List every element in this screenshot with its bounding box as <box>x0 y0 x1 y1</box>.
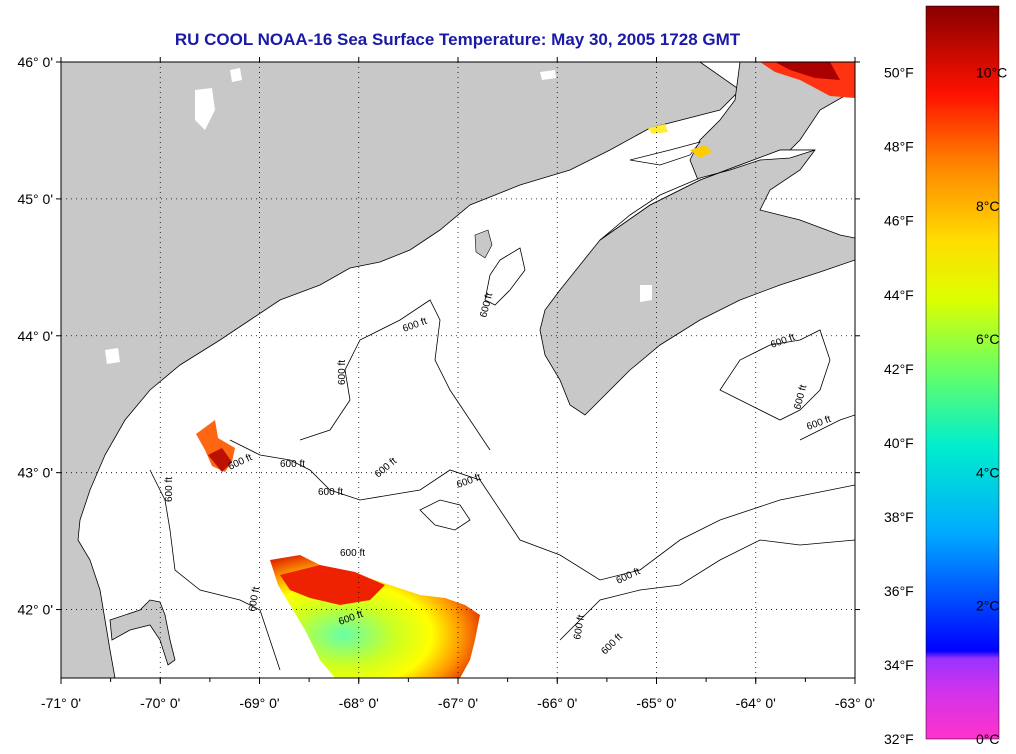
lon-tick-label: -67° 0' <box>438 695 478 711</box>
contour-label: 600 ft <box>337 360 348 385</box>
colorbar-f-label: 50°F <box>884 65 914 81</box>
colorbar-f-label: 42°F <box>884 361 914 377</box>
colorbar-f-label: 34°F <box>884 657 914 673</box>
colorbar-f-label: 32°F <box>884 731 914 747</box>
colorbar-f-label: 48°F <box>884 139 914 155</box>
bay-of-fundy <box>599 149 816 241</box>
colorbar-f-label: 36°F <box>884 583 914 599</box>
lon-tick-label: -70° 0' <box>140 695 180 711</box>
sst-patch-upper-right-dark <box>775 62 840 80</box>
colorbar <box>925 5 1000 740</box>
sst-patch-fundy-2 <box>648 124 668 134</box>
contour-label: 600 ft <box>572 614 587 641</box>
lake-5 <box>105 348 120 364</box>
colorbar-c-label: 4°C <box>976 464 1000 480</box>
lake-1 <box>195 88 215 130</box>
lon-tick-label: -66° 0' <box>537 695 577 711</box>
lon-tick-label: -69° 0' <box>239 695 279 711</box>
contour-label: 600 ft <box>247 586 262 613</box>
map-axes: 46° 0' 45° 0' 44° 0' 43° 0' 42° 0' -71° 0' -70… <box>17 54 875 711</box>
contour-label: 600 ft <box>164 477 175 502</box>
colorbar-f-label: 38°F <box>884 509 914 525</box>
isobath-contours <box>149 247 855 671</box>
colorbar-c-label: 6°C <box>976 331 1000 347</box>
colorbar-f-label: 40°F <box>884 435 914 451</box>
land-grand-manan <box>474 229 493 259</box>
lat-tick-label: 43° 0' <box>17 465 53 481</box>
contour-label: 600 ft <box>318 487 343 498</box>
lon-tick-label: -64° 0' <box>736 695 776 711</box>
colorbar-f-label: 44°F <box>884 287 914 303</box>
land-cape-cod <box>109 599 176 666</box>
colorbar-c-label: 2°C <box>976 598 1000 614</box>
lat-tick-label: 44° 0' <box>17 328 53 344</box>
sst-patch-georges-red <box>280 565 385 605</box>
lon-tick-label: -68° 0' <box>339 695 379 711</box>
lake-2 <box>230 68 242 82</box>
colorbar-labels: 50°F 48°F 46°F 44°F 42°F 40°F 38°F 36°F 34°F 32°F… <box>884 65 1007 747</box>
lat-tick-label: 45° 0' <box>17 191 53 207</box>
sst-patch-fundy <box>690 145 712 158</box>
lon-tick-label: -65° 0' <box>636 695 676 711</box>
lon-tick-label: -71° 0' <box>41 695 81 711</box>
sst-patch-gulf-west-dark <box>208 448 232 472</box>
contour-label: 600 ft <box>340 548 365 559</box>
lake-3 <box>540 70 556 80</box>
colorbar-c-label: 10°C <box>976 65 1007 81</box>
colorbar-f-label: 46°F <box>884 213 914 229</box>
map-title: RU COOL NOAA-16 Sea Surface Temperature:… <box>174 30 741 49</box>
lake-4 <box>640 285 652 302</box>
contour-label: 600 ft <box>280 459 305 470</box>
colorbar-c-label: 0°C <box>976 731 1000 747</box>
lon-tick-label: -63° 0' <box>835 695 875 711</box>
lat-tick-label: 42° 0' <box>17 602 53 618</box>
land-mainland <box>61 62 741 678</box>
colorbar-c-label: 8°C <box>976 198 1000 214</box>
lat-tick-label: 46° 0' <box>17 54 53 70</box>
